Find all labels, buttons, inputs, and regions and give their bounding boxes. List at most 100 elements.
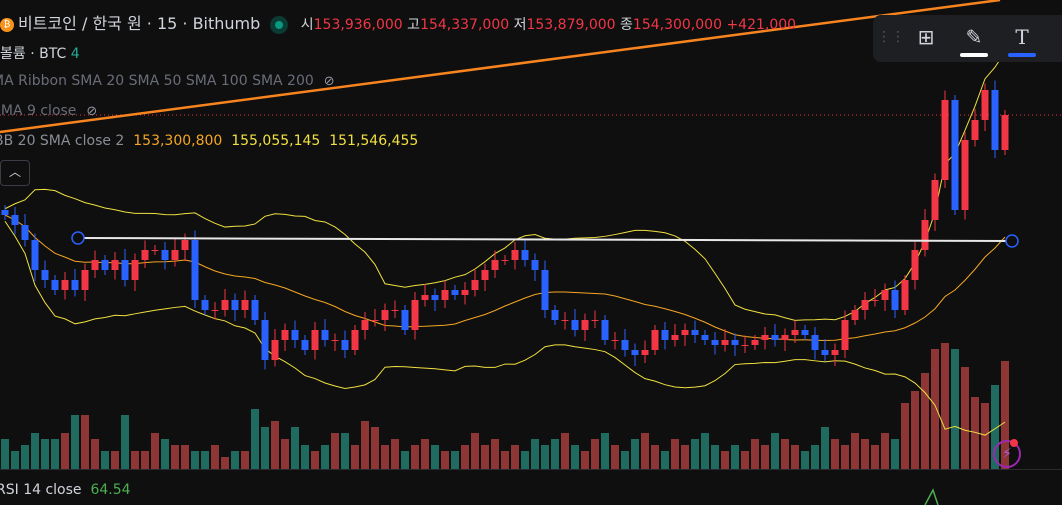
volume-bar — [171, 445, 179, 469]
volume-bar — [281, 439, 289, 469]
volume-bar — [241, 451, 249, 469]
volume-bar — [891, 439, 899, 469]
rsi-label: RSI 14 close — [0, 482, 82, 498]
line-handle[interactable] — [71, 231, 85, 245]
horizontal-line-drawing[interactable] — [77, 237, 1013, 242]
drag-handle-icon[interactable]: ⋮⋮ — [877, 29, 905, 45]
volume-bar — [31, 433, 39, 469]
candle — [21, 225, 29, 240]
candle — [281, 330, 289, 340]
candle — [371, 320, 379, 321]
symbol-title: 비트코인 / 한국 원 · 15 · Bithumb — [18, 14, 261, 33]
candle — [891, 290, 899, 310]
candle — [31, 240, 39, 270]
candle — [381, 310, 389, 320]
line-handle[interactable] — [1005, 234, 1019, 248]
candle — [71, 280, 79, 290]
volume-bar — [81, 415, 89, 469]
volume-bar — [451, 451, 459, 469]
volume-bar — [681, 445, 689, 469]
candle — [171, 250, 179, 260]
candle — [271, 340, 279, 360]
candle — [591, 320, 599, 321]
volume-bar — [361, 421, 369, 469]
volume-bar — [671, 439, 679, 469]
candle — [201, 300, 209, 310]
volume-bar — [701, 433, 709, 469]
candle — [881, 290, 889, 300]
volume-bar — [441, 451, 449, 469]
volume-bar — [541, 445, 549, 469]
volume-bar — [51, 439, 59, 469]
volume-bar — [521, 451, 529, 469]
volume-bar — [641, 433, 649, 469]
volume-bar — [831, 439, 839, 469]
volume-legend[interactable]: 볼륨 · BTC 4 — [0, 43, 80, 63]
candle — [851, 310, 859, 320]
candle — [781, 335, 789, 340]
candle — [481, 270, 489, 280]
candle — [731, 340, 739, 345]
volume-bar — [331, 433, 339, 469]
sma-legend[interactable]: SMA 9 close ⊘ — [0, 103, 97, 119]
collapse-legend-button[interactable]: ︿ — [0, 160, 30, 186]
candle — [61, 280, 69, 290]
volume-bar — [271, 421, 279, 469]
candle — [741, 345, 749, 346]
candle — [651, 330, 659, 350]
volume-bar — [971, 397, 979, 469]
volume-bar — [731, 445, 739, 469]
volume-bar — [501, 451, 509, 469]
volume-bar — [921, 373, 929, 469]
change-value: +421,000 — [726, 17, 797, 33]
volume-bar — [401, 451, 409, 469]
rsi-legend[interactable]: RSI 14 close 64.54 — [0, 482, 131, 498]
volume-bar — [841, 445, 849, 469]
symbol-legend[interactable]: ₿ 비트코인 / 한국 원 · 15 · Bithumb 시153,936,000… — [0, 10, 796, 34]
bb-lower-value: 151,546,455 — [329, 133, 419, 149]
pencil-button[interactable]: ✎ — [959, 23, 989, 57]
candle — [361, 320, 369, 330]
pencil-color-indicator — [960, 53, 988, 57]
volume-bar — [91, 439, 99, 469]
add-widgets-button[interactable]: ⊞ — [917, 25, 935, 49]
candle — [251, 300, 259, 320]
candle — [291, 330, 299, 340]
volume-bar — [261, 427, 269, 469]
candle — [391, 310, 399, 311]
volume-bar — [381, 445, 389, 469]
eye-hidden-icon[interactable]: ⊘ — [86, 104, 98, 119]
text-tool-button[interactable]: T — [1007, 23, 1037, 57]
candle — [431, 295, 439, 300]
volume-bar — [601, 433, 609, 469]
candle — [831, 350, 839, 355]
trend-line[interactable] — [0, 0, 1001, 134]
volume-bar — [611, 445, 619, 469]
open-value: 153,936,000 — [313, 17, 403, 33]
volume-bar — [741, 451, 749, 469]
volume-bar — [121, 415, 129, 469]
ma-ribbon-legend[interactable]: MA Ribbon SMA 20 SMA 50 SMA 100 SMA 200 ⊘ — [0, 73, 335, 89]
candle — [91, 260, 99, 270]
candle — [521, 250, 529, 260]
lightning-icon[interactable]: ⚡ — [993, 440, 1021, 468]
candle — [81, 270, 89, 290]
volume-bar — [1001, 361, 1009, 469]
volume-bar — [581, 451, 589, 469]
volume-bar — [391, 439, 399, 469]
volume-bar — [771, 433, 779, 469]
candle — [411, 300, 419, 330]
bb-legend[interactable]: BB 20 SMA close 2 153,300,800 155,055,14… — [0, 133, 418, 149]
candle — [311, 330, 319, 350]
high-value: 154,337,000 — [420, 17, 510, 33]
candle — [41, 270, 49, 280]
candle — [701, 335, 709, 340]
candle — [841, 320, 849, 350]
eye-hidden-icon[interactable]: ⊘ — [323, 74, 335, 89]
candle — [11, 215, 19, 225]
volume-value: 4 — [70, 46, 80, 62]
candle — [571, 320, 579, 330]
candle — [471, 280, 479, 290]
volume-bar — [941, 343, 949, 469]
